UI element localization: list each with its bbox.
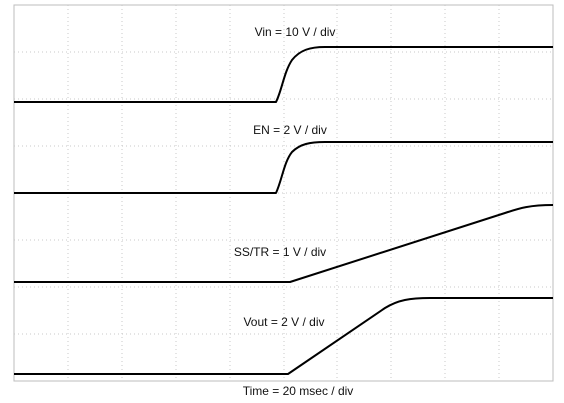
time-label: Time = 20 msec / div <box>243 384 354 398</box>
vin-label: Vin = 10 V / div <box>255 25 336 39</box>
ss-tr-label: SS/TR = 1 V / div <box>234 245 326 259</box>
en-trace <box>14 141 553 194</box>
en-label: EN = 2 V / div <box>253 123 327 137</box>
vin-trace <box>14 46 553 103</box>
vout-trace <box>14 297 553 375</box>
ss-tr-trace <box>14 204 554 283</box>
vout-label: Vout = 2 V / div <box>243 315 324 329</box>
